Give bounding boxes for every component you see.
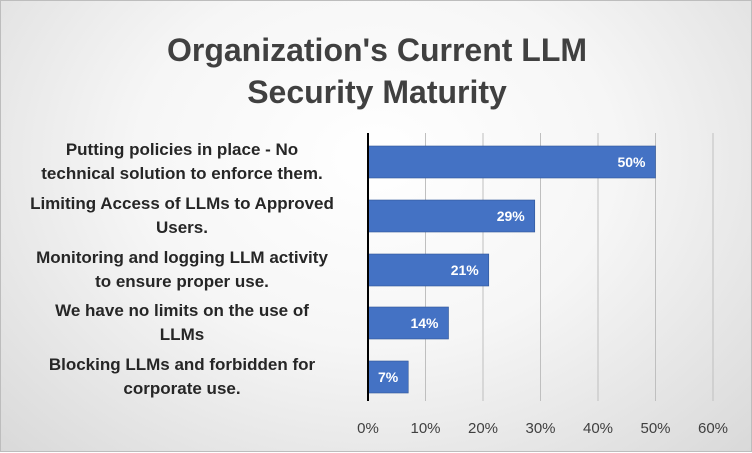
- data-label: 14%: [410, 315, 439, 331]
- x-tick-label: 50%: [640, 420, 670, 437]
- x-tick-label: 40%: [583, 420, 613, 437]
- category-label: Monitoring and logging LLM activity: [36, 248, 328, 267]
- chart-title-line-2: Security Maturity: [247, 74, 507, 110]
- x-tick-label: 60%: [698, 420, 728, 437]
- category-label: Limiting Access of LLMs to Approved: [30, 194, 334, 213]
- category-label: LLMs: [160, 325, 204, 344]
- bar: [367, 306, 449, 340]
- category-label: Blocking LLMs and forbidden for: [49, 355, 316, 374]
- x-tick-label: 30%: [525, 420, 555, 437]
- x-tick-label: 0%: [357, 420, 379, 437]
- category-label: Putting policies in place - No: [66, 140, 298, 159]
- data-label: 7%: [378, 369, 399, 385]
- data-label: 50%: [617, 154, 646, 170]
- data-label: 29%: [497, 208, 526, 224]
- chart-title-line-1: Organization's Current LLM: [166, 32, 588, 68]
- bar: [367, 360, 409, 394]
- bar: [367, 199, 536, 233]
- bar: [367, 253, 490, 287]
- bar: [367, 145, 656, 179]
- chart-title: Organization's Current LLM Security Matu…: [1, 29, 752, 113]
- x-tick-label: 10%: [410, 420, 440, 437]
- category-label: corporate use.: [123, 379, 240, 398]
- category-label: to ensure proper use.: [95, 272, 269, 291]
- category-label: Users.: [156, 218, 208, 237]
- data-label: 21%: [451, 262, 480, 278]
- category-label: technical solution to enforce them.: [41, 164, 322, 183]
- category-label: We have no limits on the use of: [55, 301, 309, 320]
- x-tick-label: 20%: [468, 420, 498, 437]
